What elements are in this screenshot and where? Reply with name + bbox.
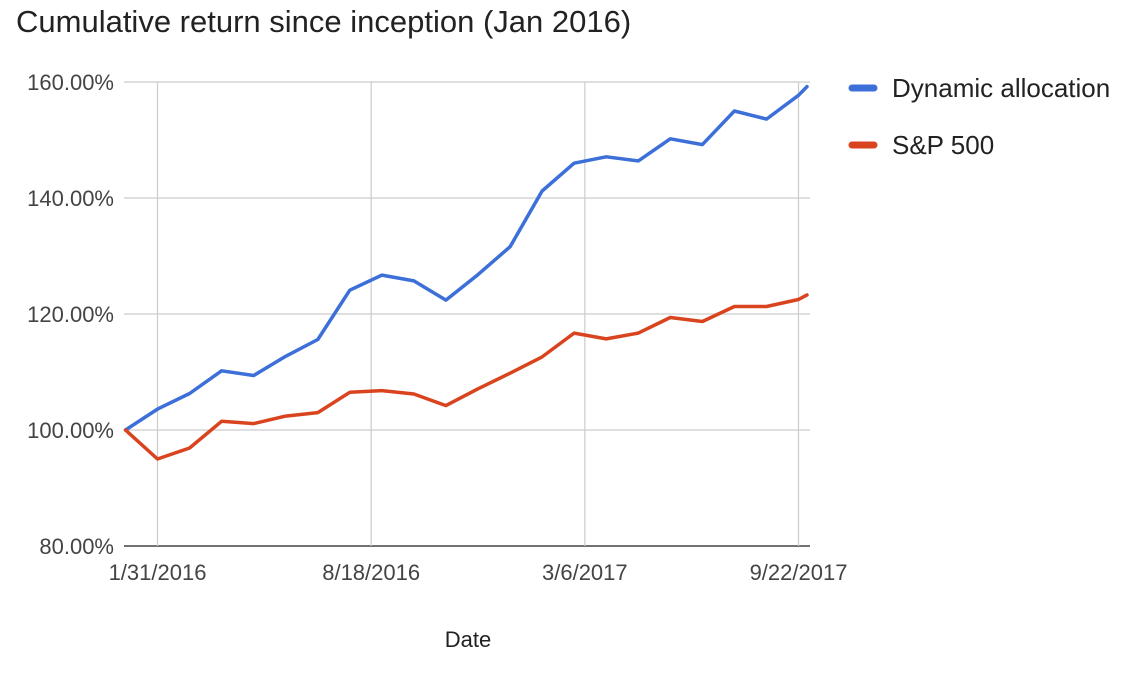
y-tick-label: 120.00% — [27, 302, 114, 327]
y-tick-label: 160.00% — [27, 70, 114, 95]
y-tick-label: 100.00% — [27, 418, 114, 443]
x-tick-label: 3/6/2017 — [542, 560, 628, 585]
series-lines — [123, 84, 809, 461]
x-axis-title: Date — [445, 627, 491, 652]
x-axis-ticks: 1/31/2016 8/18/2016 3/6/2017 9/22/2017 — [109, 560, 848, 585]
legend-label-dynamic-allocation: Dynamic allocation — [892, 73, 1110, 103]
y-axis-ticks: 80.00% 100.00% 120.00% 140.00% 160.00% — [27, 70, 114, 559]
legend-label-s-p-500: S&P 500 — [892, 130, 994, 160]
legend: Dynamic allocation S&P 500 — [848, 73, 1110, 160]
y-tick-label: 80.00% — [39, 534, 114, 559]
y-tick-label: 140.00% — [27, 186, 114, 211]
grid — [124, 81, 810, 547]
series-line-s-p-500 — [123, 293, 809, 461]
x-tick-label: 1/31/2016 — [109, 560, 207, 585]
series-line-dynamic-allocation — [123, 84, 809, 432]
chart-title: Cumulative return since inception (Jan 2… — [16, 4, 632, 39]
x-tick-label: 9/22/2017 — [750, 560, 848, 585]
x-tick-label: 8/18/2016 — [322, 560, 420, 585]
